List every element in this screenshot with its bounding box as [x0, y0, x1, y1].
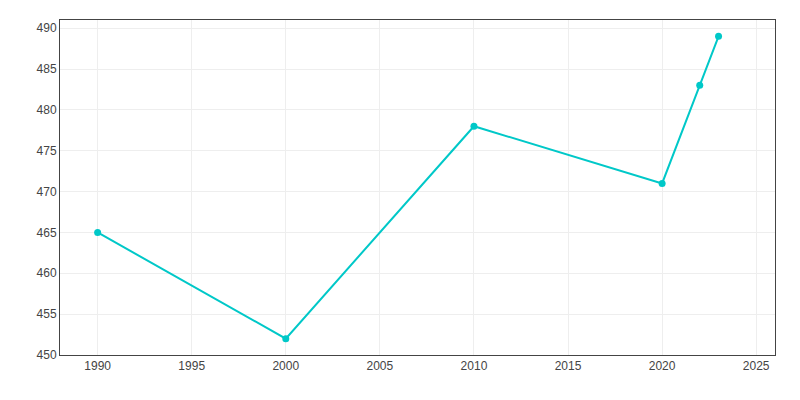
- svg-text:480: 480: [37, 103, 57, 117]
- svg-text:2025: 2025: [743, 359, 770, 373]
- svg-text:465: 465: [37, 226, 57, 240]
- svg-text:2005: 2005: [367, 359, 394, 373]
- svg-text:2020: 2020: [649, 359, 676, 373]
- svg-text:470: 470: [37, 185, 57, 199]
- svg-text:460: 460: [37, 266, 57, 280]
- svg-text:1990: 1990: [84, 359, 111, 373]
- svg-text:2015: 2015: [555, 359, 582, 373]
- svg-text:2010: 2010: [461, 359, 488, 373]
- svg-text:485: 485: [37, 62, 57, 76]
- svg-text:1995: 1995: [178, 359, 205, 373]
- svg-text:2000: 2000: [272, 359, 299, 373]
- svg-text:450: 450: [37, 348, 57, 362]
- svg-text:490: 490: [37, 21, 57, 35]
- svg-text:455: 455: [37, 307, 57, 321]
- svg-text:475: 475: [37, 144, 57, 158]
